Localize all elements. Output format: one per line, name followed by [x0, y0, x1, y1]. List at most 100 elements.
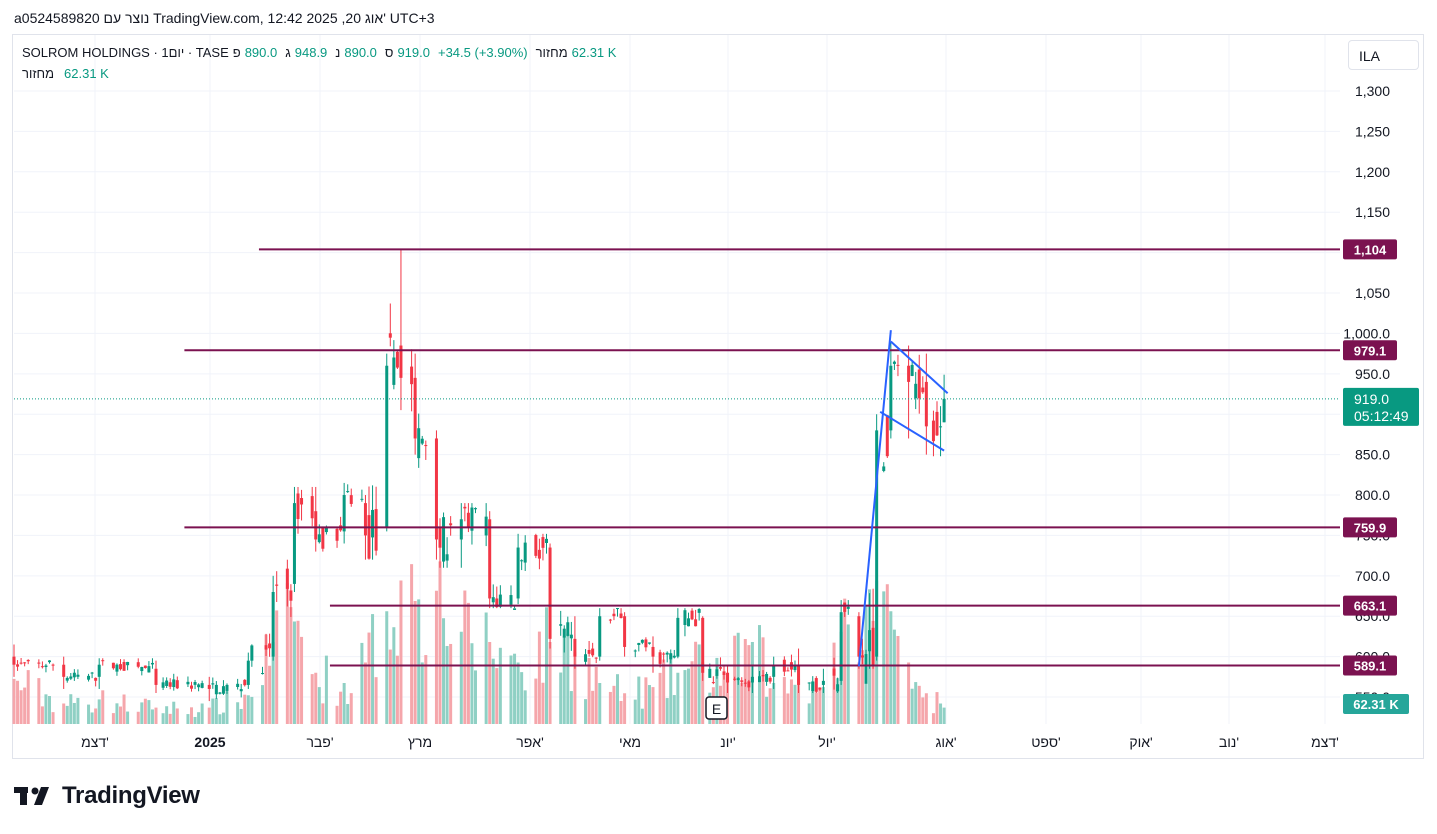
candle-body [559, 624, 563, 626]
candle-body [846, 606, 850, 609]
volume-bar [87, 704, 91, 724]
volume-bar [143, 698, 147, 724]
volume-bar [488, 642, 492, 724]
candle-body [466, 512, 470, 527]
volume-bar [836, 678, 840, 724]
candle-body [797, 664, 801, 685]
volume-bar [442, 618, 446, 724]
volume-bar [374, 677, 378, 724]
earnings-marker: E [712, 701, 721, 717]
candle-body [516, 547, 520, 599]
candle-body [218, 692, 222, 694]
level-label-bg [1343, 340, 1397, 361]
candle-body [12, 656, 16, 665]
symbol-title[interactable]: SOLROM HOLDINGS · 1יום · TASE [22, 45, 229, 60]
volume-label: 62.31 K [1353, 697, 1399, 712]
candle-body [513, 608, 517, 610]
volume-bar [48, 696, 51, 724]
candle-body [591, 648, 595, 656]
candle-body [69, 676, 73, 679]
volume-bar [882, 591, 886, 724]
candle-body [821, 680, 825, 685]
candle-body [200, 683, 204, 688]
volume-bar [633, 699, 637, 724]
volume-bar [541, 682, 545, 724]
candle-body [417, 428, 421, 459]
volume-bar [101, 690, 105, 724]
brand-name: TradingView [62, 782, 200, 809]
volume-bar [275, 610, 279, 724]
volume-bar [26, 670, 30, 724]
volume-bar [619, 700, 623, 724]
volume-bar [584, 699, 588, 724]
volume-bar [23, 687, 27, 724]
volume-bar [150, 709, 154, 724]
candle-body [569, 634, 573, 639]
volume-bar [687, 668, 690, 724]
candle-body [165, 680, 169, 686]
volume-bar [300, 636, 304, 724]
countdown-label: 05:12:49 [1354, 408, 1409, 424]
volume-bar [119, 706, 122, 724]
volume-bar [111, 713, 115, 724]
candle-body [321, 527, 325, 549]
y-tick-label: 1,000.0 [1343, 325, 1390, 341]
volume-bar [821, 687, 825, 724]
candle-body [143, 665, 147, 669]
chart-frame[interactable] [12, 34, 1424, 759]
volume-bar [889, 611, 893, 724]
volume-bar [126, 711, 130, 724]
candle-body [484, 516, 488, 536]
volume-bar [193, 716, 197, 724]
candle-body [264, 645, 268, 650]
candle-body [172, 679, 176, 688]
candle-body [498, 594, 502, 607]
volume-bar [594, 666, 598, 724]
candle-body [193, 682, 197, 685]
candle-body [843, 602, 847, 612]
candle-body [608, 619, 612, 621]
candle-body [587, 649, 591, 654]
candle-body [623, 616, 627, 647]
volume-bar [200, 703, 204, 724]
volume-bar [793, 684, 797, 724]
currency-button[interactable]: ILA [1348, 40, 1419, 70]
candle-body [896, 364, 900, 366]
candle-body [140, 667, 144, 672]
grid [14, 35, 1340, 724]
y-tick-label: 850.0 [1355, 447, 1390, 463]
candle-body [442, 517, 446, 562]
volume-bar [90, 712, 94, 724]
volume-bar [548, 642, 552, 724]
volume-bar [239, 708, 243, 724]
candle-body [314, 511, 318, 540]
volume-bar [463, 590, 467, 724]
candle-body [768, 677, 772, 682]
volume-bar [271, 642, 275, 724]
volume-bar [559, 672, 563, 724]
volume-bar [697, 644, 701, 724]
level-label-bg [1343, 517, 1397, 538]
volume-bar [147, 700, 151, 724]
candle-body [726, 672, 730, 683]
volume-bar [665, 698, 669, 724]
candle-body [594, 657, 598, 659]
ohlc-legend: SOLROM HOLDINGS · 1יום · TASE פ 890.0 ג 94… [22, 45, 620, 60]
candle-body [239, 689, 243, 692]
candle-body [349, 495, 353, 504]
header-line: a0524589820 נוצר עם TradingView.com, 12:… [14, 10, 435, 26]
candle-body [211, 683, 215, 685]
candle-body [864, 654, 868, 684]
volume-bar [40, 706, 44, 724]
volume-bar [470, 643, 474, 724]
volume-bar [65, 705, 69, 724]
candle-body [537, 549, 541, 559]
volume-legend-value: 62.31 K [64, 66, 109, 81]
volume-bar [484, 612, 488, 724]
candle-body [914, 383, 918, 399]
x-tick-label: מאי [619, 734, 641, 750]
volume-bar [498, 647, 502, 724]
candle-body [857, 616, 861, 657]
close-value: 919.0 [397, 45, 430, 60]
